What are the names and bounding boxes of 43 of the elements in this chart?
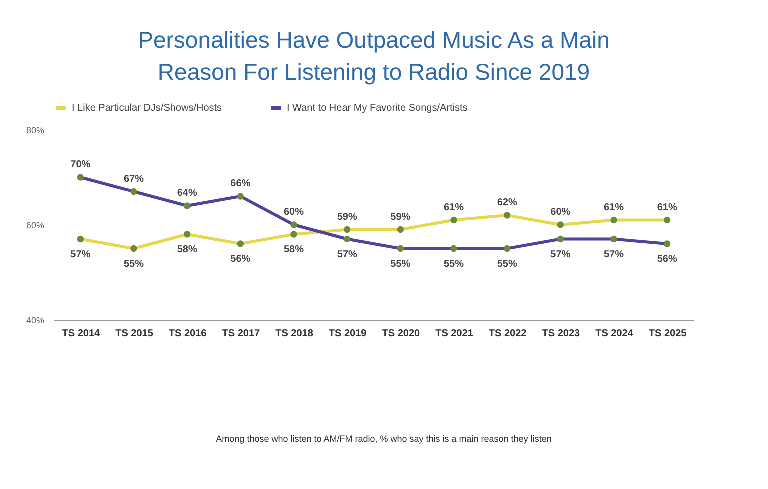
data-label: 58% (284, 244, 304, 256)
x-tick-label: TS 2021 (436, 328, 474, 340)
x-tick-label: TS 2014 (62, 328, 100, 340)
data-label: 55% (390, 258, 411, 270)
data-label: 60% (284, 207, 304, 218)
data-label: 59% (337, 212, 358, 223)
y-tick-label: 80% (26, 126, 44, 136)
data-label: 60% (550, 207, 571, 218)
x-tick-label: TS 2025 (648, 328, 688, 340)
x-tick-label: TS 2016 (168, 328, 208, 340)
text: Among those who listen to AM/FM radio, % who say this is a main reason they listen (215, 434, 553, 444)
y-tick-label: 40% (26, 316, 44, 326)
data-label: 56% (230, 254, 251, 265)
data-label: 61% (657, 202, 678, 214)
data-label: 62% (497, 198, 518, 208)
x-tick-label: TS 2024 (596, 328, 634, 340)
x-tick-label: TS 2023 (542, 328, 580, 340)
data-label: 64% (177, 188, 198, 199)
data-label: 59% (390, 212, 411, 223)
x-tick-label: TS 2015 (116, 328, 154, 340)
data-label: 70% (70, 160, 91, 170)
y-tick-label: 60% (26, 220, 44, 230)
data-label: 67% (124, 174, 144, 185)
legend-label: I Want to Hear My Favorite Songs/Artists (287, 103, 468, 114)
data-label: 55% (497, 258, 518, 270)
data-label: 61% (604, 202, 624, 214)
x-tick-label: TS 2019 (328, 328, 368, 340)
data-label: 57% (70, 249, 91, 260)
x-tick-label: TS 2018 (276, 328, 314, 340)
x-tick-label: TS 2020 (382, 328, 420, 340)
data-label: 58% (177, 244, 198, 256)
x-tick-label: TS 2017 (222, 328, 260, 340)
data-label: 55% (444, 258, 464, 270)
data-label: 57% (337, 249, 358, 260)
chart-title: Personalities Have Outpaced Music As a Main Reason For Listening to Radio Since 2019 (138, 27, 610, 85)
data-label: 55% (124, 258, 144, 270)
x-tick-label: TS 2022 (488, 328, 528, 340)
data-label: 61% (444, 202, 464, 214)
data-label: 66% (230, 178, 251, 190)
data-label: 56% (657, 254, 678, 265)
legend-label: I Like Particular DJs/Shows/Hosts (72, 103, 222, 114)
data-label: 57% (604, 249, 624, 260)
data-label: 57% (550, 249, 571, 260)
